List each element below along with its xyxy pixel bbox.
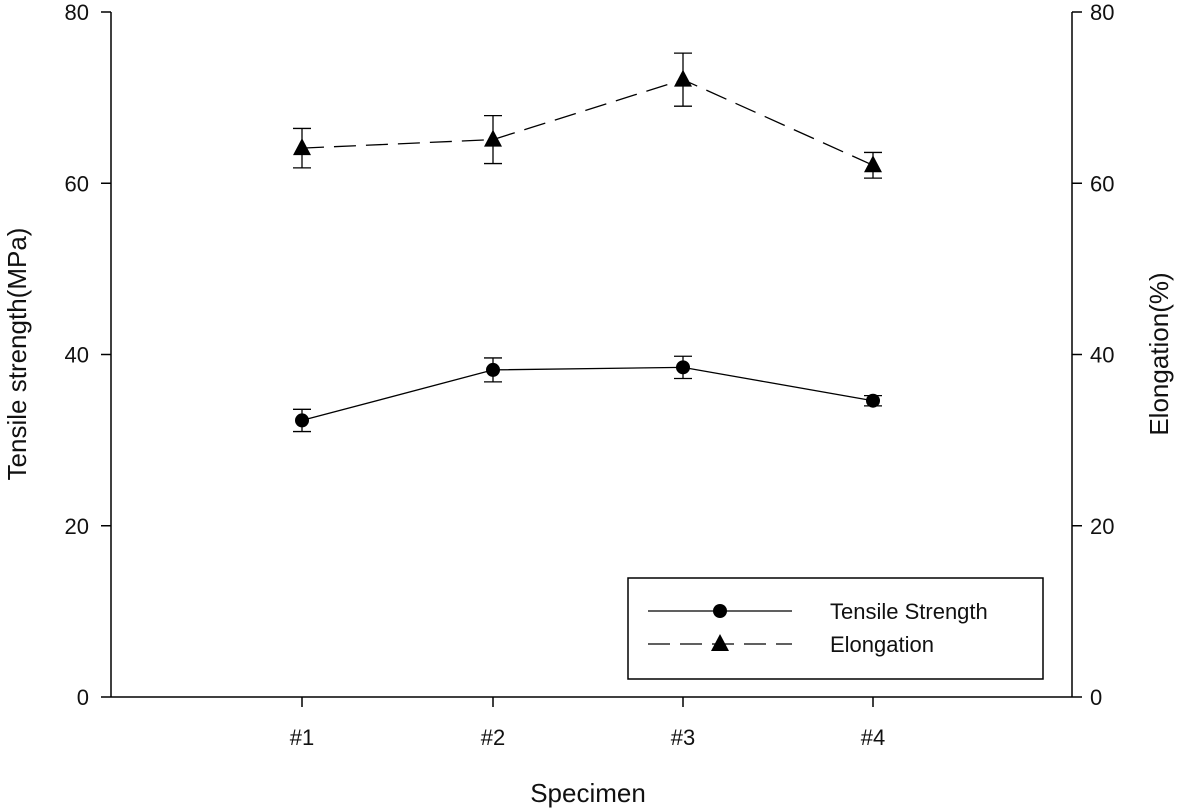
series-line — [301, 366, 874, 422]
x-axis: #1 #2 #3 #4 — [290, 697, 885, 750]
data-point — [293, 138, 311, 156]
legend-entry: Elongation — [648, 632, 934, 657]
left-y-tick-label: 40 — [65, 343, 89, 368]
right-y-tick-label: 40 — [1090, 343, 1114, 368]
left-y-tick-label: 60 — [65, 171, 89, 196]
x-tick-label: #3 — [671, 725, 695, 750]
data-point — [486, 362, 500, 377]
data-point — [864, 155, 882, 173]
legend-entry: Tensile Strength — [648, 599, 988, 624]
left-y-axis-title: Tensile strength(MPa) — [2, 228, 32, 481]
right-y-tick-label: 20 — [1090, 514, 1114, 539]
right-y-tick-label: 80 — [1090, 0, 1114, 25]
x-tick-label: #4 — [861, 725, 885, 750]
data-point — [295, 413, 309, 428]
legend-label: Elongation — [830, 632, 934, 657]
legend-marker — [711, 634, 729, 651]
data-point — [866, 393, 880, 408]
data-point — [674, 69, 692, 87]
legend: Tensile Strength Elongation — [627, 577, 1044, 680]
series-line — [301, 78, 874, 166]
left-y-tick-label: 80 — [65, 0, 89, 25]
series-elongation — [293, 52, 882, 179]
legend-box — [627, 577, 1044, 680]
legend-marker — [713, 604, 727, 618]
series-layer — [293, 52, 882, 433]
right-y-axis: 0 20 40 60 80 — [1072, 0, 1114, 710]
legend-label: Tensile Strength — [830, 599, 988, 624]
left-y-tick-label: 20 — [65, 514, 89, 539]
left-y-axis: 0 20 40 60 80 — [65, 0, 111, 710]
x-tick-label: #2 — [481, 725, 505, 750]
series-tensile-strength — [293, 355, 882, 433]
data-point — [484, 129, 502, 147]
right-y-axis-title: Elongation(%) — [1144, 272, 1174, 435]
right-y-tick-label: 0 — [1090, 685, 1102, 710]
left-y-tick-label: 0 — [77, 685, 89, 710]
x-axis-title: Specimen — [530, 778, 646, 808]
right-y-tick-label: 60 — [1090, 171, 1114, 196]
data-point — [676, 360, 690, 375]
x-tick-label: #1 — [290, 725, 314, 750]
